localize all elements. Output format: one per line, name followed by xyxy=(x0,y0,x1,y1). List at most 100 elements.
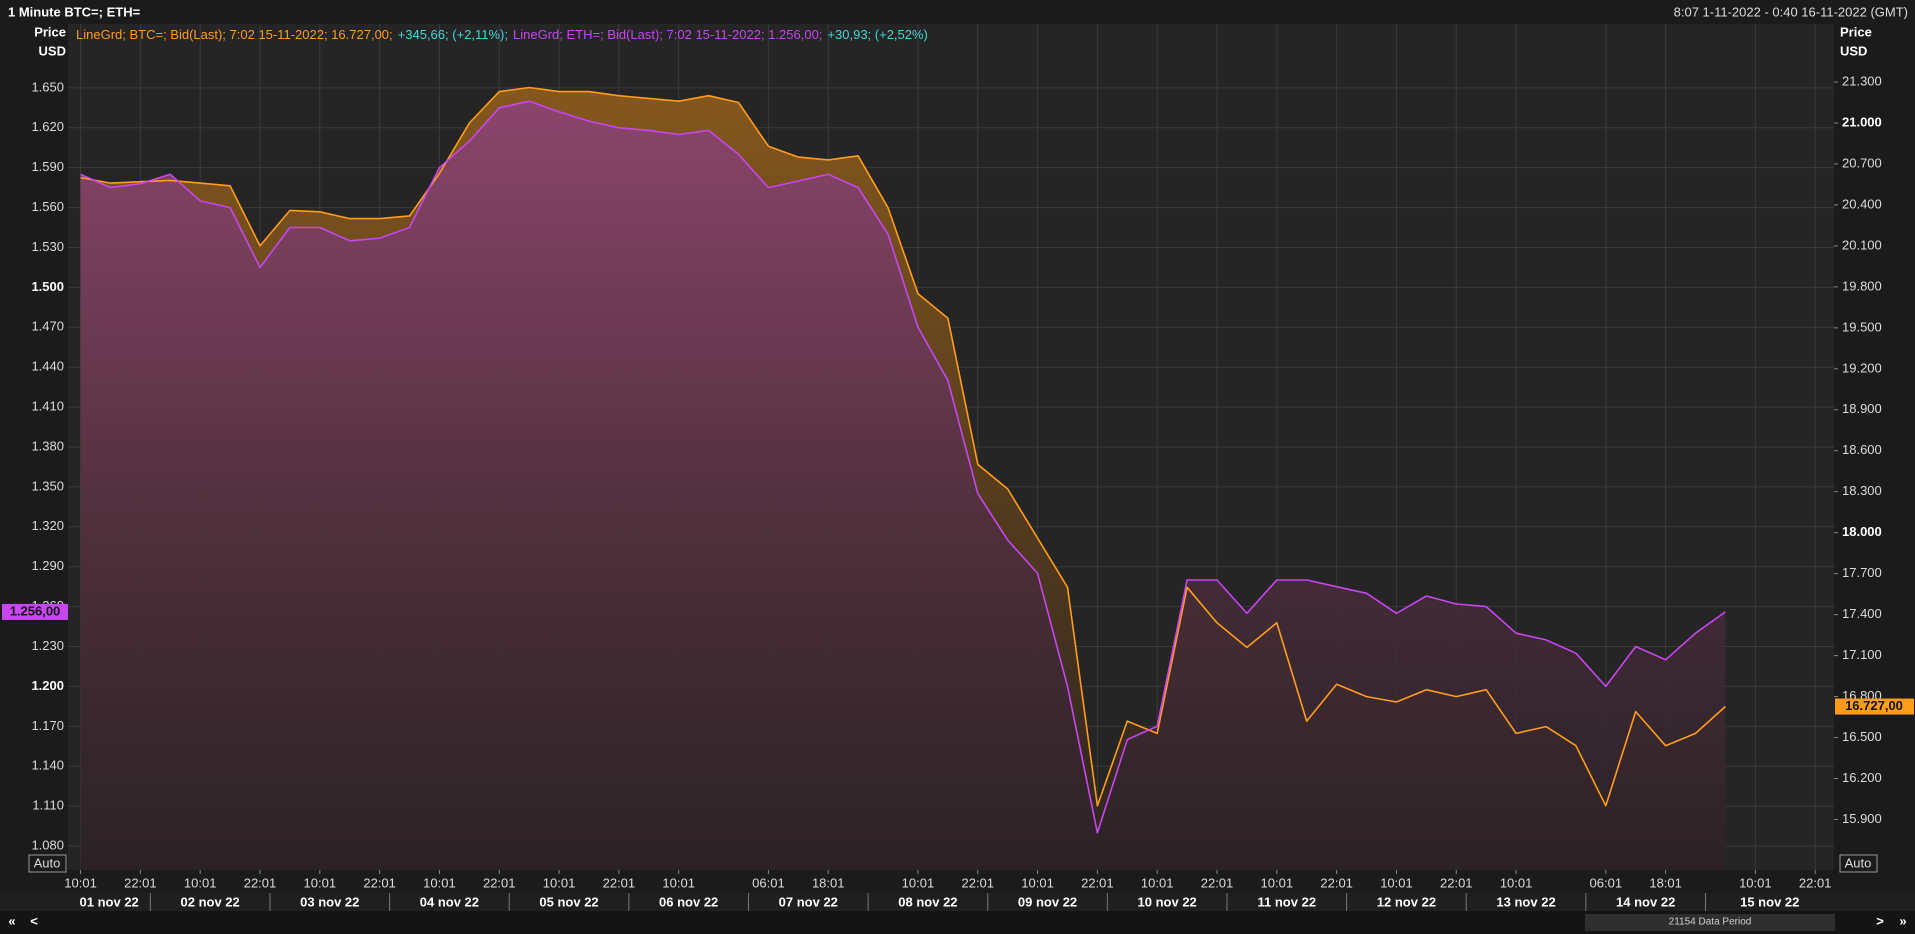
y-tick-label: 1.530 xyxy=(31,239,64,254)
x-tick-label: 06:01 xyxy=(1590,875,1623,890)
auto-button-label[interactable]: Auto xyxy=(1845,855,1872,870)
date-label: 14 nov 22 xyxy=(1616,894,1675,909)
y-tick-label: 1.230 xyxy=(31,638,64,653)
y-tick-label: 1.170 xyxy=(31,718,64,733)
y-tick-label: 1.440 xyxy=(31,359,64,374)
y-tick-label: 1.560 xyxy=(31,199,64,214)
x-axis-band xyxy=(68,873,1834,893)
x-tick-label: 10:01 xyxy=(64,875,97,890)
x-tick-label: 10:01 xyxy=(1141,875,1174,890)
y2-tick-label: 17.400 xyxy=(1842,606,1882,621)
x-tick-label: 22:01 xyxy=(244,875,277,890)
x-tick-label: 22:01 xyxy=(1799,875,1832,890)
scroll-button[interactable]: < xyxy=(30,913,38,928)
y-tick-label: 1.650 xyxy=(31,79,64,94)
auto-button[interactable] xyxy=(1839,854,1878,873)
x-tick-label: 18:01 xyxy=(812,875,845,890)
y-axis-label: Price xyxy=(34,24,66,39)
date-range: 8:07 1-11-2022 - 0:40 16-11-2022 (GMT) xyxy=(1674,4,1908,19)
y-tick-label: 1.080 xyxy=(31,837,64,852)
y2-tick-label: 18.300 xyxy=(1842,483,1882,498)
date-label: 04 nov 22 xyxy=(420,894,479,909)
x-tick-label: 18:01 xyxy=(1649,875,1682,890)
auto-button[interactable] xyxy=(28,854,67,873)
y-tick-label: 1.470 xyxy=(31,319,64,334)
y-tick-label: 1.290 xyxy=(31,558,64,573)
y-axis-label: USD xyxy=(39,43,66,58)
last-value-box xyxy=(2,603,68,620)
y-tick-label: 1.500 xyxy=(31,279,64,294)
x-tick-label: 10:01 xyxy=(1261,875,1294,890)
y-tick-label: 1.350 xyxy=(31,478,64,493)
x-tick-label: 10:01 xyxy=(1021,875,1054,890)
date-label: 05 nov 22 xyxy=(539,894,598,909)
legend: LineGrd; BTC=; Bid(Last); 7:02 15-11-202… xyxy=(76,27,928,42)
y-tick-label: 1.320 xyxy=(31,518,64,533)
date-label: 07 nov 22 xyxy=(779,894,838,909)
scroll-button[interactable]: > xyxy=(1876,913,1884,928)
area xyxy=(80,101,1726,870)
date-label: 01 nov 22 xyxy=(80,894,139,909)
x-tick-label: 10:01 xyxy=(1739,875,1772,890)
x-tick-label: 10:01 xyxy=(1500,875,1533,890)
x-tick-label: 10:01 xyxy=(184,875,217,890)
y2-tick-label: 18.900 xyxy=(1842,401,1882,416)
x-tick-label: 22:01 xyxy=(363,875,396,890)
auto-button-label[interactable]: Auto xyxy=(34,855,61,870)
legend-change: +30,93; (+2,52%) xyxy=(827,27,927,42)
legend-entry: LineGrd; ETH=; Bid(Last); 7:02 15-11-202… xyxy=(513,27,822,42)
x-tick-label: 22:01 xyxy=(603,875,636,890)
legend-change: +345,66; (+2,11%); xyxy=(398,27,508,42)
x-tick-label: 22:01 xyxy=(124,875,157,890)
x-tick-label: 22:01 xyxy=(961,875,994,890)
y2-tick-label: 20.100 xyxy=(1842,237,1882,252)
y-tick-label: 1.620 xyxy=(31,119,64,134)
date-label: 12 nov 22 xyxy=(1377,894,1436,909)
y2-tick-label: 21.300 xyxy=(1842,73,1882,88)
y2-tick-label: 18.000 xyxy=(1842,524,1882,539)
x-tick-label: 10:01 xyxy=(304,875,337,890)
scrollbar-thumb[interactable] xyxy=(1585,914,1835,931)
y2-axis-label: USD xyxy=(1840,43,1867,58)
scroll-label: 21154 Data Period xyxy=(1669,917,1752,928)
y2-tick-label: 19.500 xyxy=(1842,319,1882,334)
last-value-label: 1.256,00 xyxy=(10,603,61,618)
x-tick-label: 22:01 xyxy=(1201,875,1234,890)
chart-title: 1 Minute BTC=; ETH= xyxy=(8,4,141,19)
y2-tick-label: 17.700 xyxy=(1842,565,1882,580)
y2-tick-label: 18.600 xyxy=(1842,442,1882,457)
scrollbar xyxy=(0,911,1915,934)
scroll-button[interactable]: » xyxy=(1899,913,1906,928)
y2-tick-label: 19.200 xyxy=(1842,360,1882,375)
y-tick-label: 1.410 xyxy=(31,399,64,414)
date-label: 15 nov 22 xyxy=(1740,894,1799,909)
date-label: 11 nov 22 xyxy=(1258,894,1317,909)
last-value-box xyxy=(1835,698,1914,715)
x-tick-label: 22:01 xyxy=(1081,875,1114,890)
legend-entry: LineGrd; BTC=; Bid(Last); 7:02 15-11-202… xyxy=(76,27,393,42)
y-tick-label: 1.200 xyxy=(31,678,64,693)
y-tick-label: 1.110 xyxy=(32,798,64,813)
line xyxy=(80,86,1726,807)
date-band xyxy=(0,893,1915,911)
y2-tick-label: 16.500 xyxy=(1842,729,1882,744)
date-label: 02 nov 22 xyxy=(181,894,240,909)
y2-tick-label: 15.900 xyxy=(1842,811,1882,826)
x-tick-label: 10:01 xyxy=(902,875,935,890)
y-tick-label: 1.590 xyxy=(31,159,64,174)
scroll-button[interactable]: « xyxy=(8,913,15,928)
x-tick-label: 10:01 xyxy=(1380,875,1413,890)
y2-tick-label: 16.200 xyxy=(1842,770,1882,785)
y-tick-label: 1.380 xyxy=(31,438,64,453)
date-label: 09 nov 22 xyxy=(1018,894,1077,909)
date-label: 10 nov 22 xyxy=(1138,894,1197,909)
x-tick-label: 10:01 xyxy=(423,875,456,890)
x-tick-label: 10:01 xyxy=(662,875,695,890)
y2-tick-label: 20.400 xyxy=(1842,196,1882,211)
x-tick-label: 22:01 xyxy=(1320,875,1353,890)
y2-tick-label: 20.700 xyxy=(1842,155,1882,170)
y2-tick-label: 19.800 xyxy=(1842,278,1882,293)
date-label: 06 nov 22 xyxy=(659,894,718,909)
